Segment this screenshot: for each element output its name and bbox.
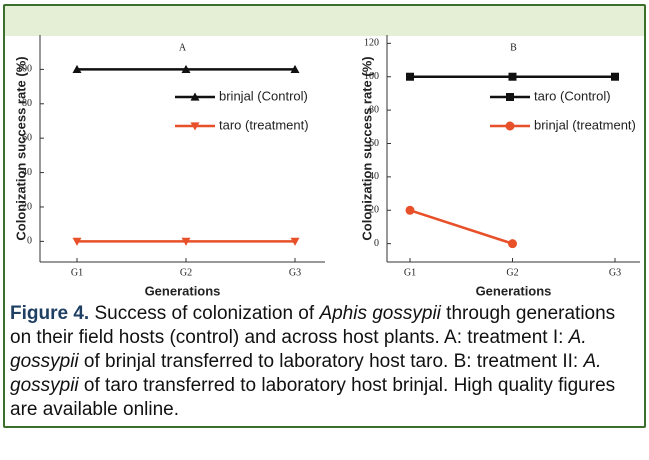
chart-title: B (510, 42, 517, 53)
caption-text: of brinjal transferred to laboratory hos… (78, 351, 584, 372)
y-axis-label: Colonization success rate (%) (13, 56, 28, 240)
charts: A 0 20 40 60 80 100 G1 G2 G3 Generations Colonizati… (13, 35, 640, 298)
x-tick-label: G2 (180, 267, 192, 278)
figure-frame (3, 4, 646, 428)
legend-marker (190, 122, 200, 131)
caption-species: A. gossypii (10, 327, 587, 372)
y-tick-label: 0 (374, 238, 379, 249)
data-point (508, 239, 517, 249)
y-tick-label: 40 (369, 171, 379, 182)
data-point (181, 64, 191, 73)
legend-marker (506, 93, 514, 101)
y-tick-label: 100 (17, 64, 32, 75)
data-point (405, 205, 415, 215)
caption-species: A. gossypii (10, 351, 602, 396)
y-tick-label: 20 (22, 201, 32, 212)
y-tick-label: 60 (22, 132, 32, 143)
x-tick-label: G2 (506, 267, 518, 278)
legend-label: taro (Control) (534, 88, 611, 103)
data-point (406, 72, 414, 81)
series-line (409, 209, 513, 245)
data-point (72, 237, 82, 246)
legend-label: brinjal (Control) (219, 88, 308, 103)
caption-text: of taro transferred to laboratory host b… (10, 375, 616, 420)
legend-marker (505, 121, 515, 131)
y-tick-label: 40 (22, 167, 32, 178)
x-tick-label: G1 (404, 267, 416, 278)
legend-label: taro (treatment) (219, 117, 309, 132)
y-axis-label: Colonization success rate (%) (359, 56, 374, 240)
x-tick-label: G1 (71, 267, 83, 278)
caption: Figure 4. Success of colonization of Aph… (10, 302, 640, 422)
y-tick-label: 80 (22, 98, 32, 109)
data-point (181, 237, 191, 246)
x-axis-label: Generations (476, 283, 552, 298)
x-axis-label: Generations (145, 283, 221, 298)
header-band (5, 6, 644, 36)
data-point (611, 72, 619, 81)
legend-marker (190, 92, 200, 101)
legend-label: brinjal (treatment) (534, 117, 636, 132)
y-tick-label: 120 (364, 38, 379, 49)
x-tick-label: G3 (609, 267, 621, 278)
data-point (290, 237, 300, 246)
y-tick-label: 60 (369, 138, 379, 149)
caption-text: Success of colonization of (94, 303, 320, 324)
caption-label: Figure 4. (10, 303, 90, 324)
data-point (508, 72, 517, 81)
y-tick-label: 80 (369, 104, 379, 115)
y-tick-label: 0 (27, 236, 32, 247)
chart-title: A (179, 42, 187, 53)
data-point (290, 64, 300, 73)
y-tick-label: 20 (369, 205, 379, 216)
data-point (72, 64, 82, 73)
x-tick-label: G3 (289, 267, 301, 278)
y-tick-label: 100 (364, 71, 379, 82)
caption-text: through generations on their field hosts… (10, 303, 616, 348)
caption-species: Aphis gossypii (319, 303, 441, 324)
